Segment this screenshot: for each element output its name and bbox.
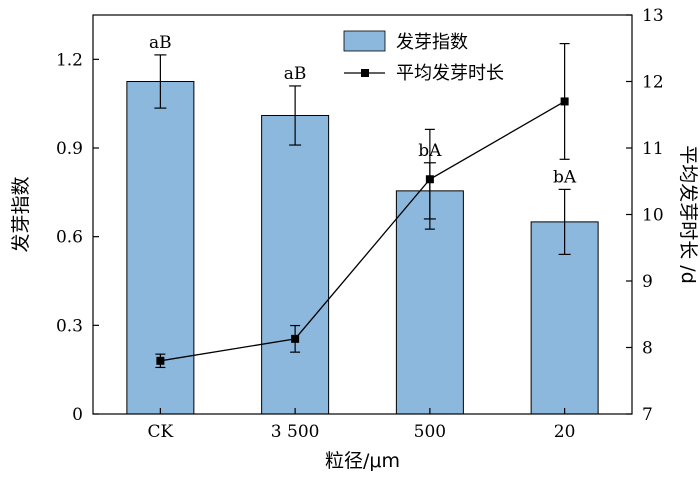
bar-error-1 bbox=[289, 85, 302, 146]
legend-bar-label: 发芽指数 bbox=[396, 32, 468, 53]
y-right-tick-label-4: 11 bbox=[642, 139, 664, 159]
bars-layer bbox=[126, 81, 599, 415]
bar-error-bars bbox=[154, 54, 571, 255]
significance-annotations: aB aB bA bA bbox=[149, 33, 577, 187]
y-right-tick-label-3: 10 bbox=[642, 206, 664, 226]
line-series-path bbox=[160, 100, 565, 362]
line-point-1 bbox=[291, 334, 300, 343]
y-right-tick-label-2: 9 bbox=[642, 272, 653, 292]
x-tick-label-0: CK bbox=[148, 422, 174, 442]
bar-1 bbox=[261, 114, 330, 415]
line-series-layer bbox=[155, 42, 570, 369]
y-right-tick-label-0: 7 bbox=[642, 405, 653, 425]
axes-layer: 0 0.3 0.6 0.9 1.2 7 8 9 10 11 12 13 CK 3 500 500 20 bbox=[56, 6, 664, 442]
x-axis-title: 粒径/μm bbox=[325, 450, 400, 472]
x-tick-label-3: 20 bbox=[554, 422, 576, 442]
line-point-3 bbox=[560, 97, 569, 106]
y-left-tick-label-4: 1.2 bbox=[56, 50, 83, 70]
line-point-0 bbox=[156, 356, 165, 365]
x-tick-label-2: 500 bbox=[414, 422, 446, 442]
y-right-tick-label-1: 8 bbox=[642, 339, 653, 359]
legend: 发芽指数 平均发芽时长 bbox=[343, 30, 504, 84]
significance-label-0: aB bbox=[149, 33, 172, 53]
y-left-tick-label-0: 0 bbox=[72, 405, 83, 425]
line-point-2 bbox=[425, 175, 434, 184]
legend-line-marker bbox=[361, 69, 369, 77]
significance-label-3: bA bbox=[553, 167, 577, 187]
significance-label-1: aB bbox=[284, 64, 307, 84]
bar-error-0 bbox=[154, 54, 167, 109]
bar-error-3 bbox=[558, 188, 571, 255]
y-axis-left-title: 发芽指数 bbox=[10, 176, 32, 252]
legend-bar-swatch bbox=[343, 30, 386, 52]
y-left-tick-label-1: 0.3 bbox=[56, 316, 83, 336]
legend-line-label: 平均发芽时长 bbox=[396, 63, 504, 84]
y-right-tick-label-5: 12 bbox=[642, 73, 664, 93]
y-right-tick-label-6: 13 bbox=[642, 6, 664, 26]
x-tick-label-1: 3 500 bbox=[271, 422, 320, 442]
y-left-tick-label-3: 0.9 bbox=[56, 139, 83, 159]
y-left-tick-label-2: 0.6 bbox=[56, 228, 83, 248]
y-axis-right-title: 平均发芽时长 /d bbox=[677, 145, 699, 284]
significance-label-2: bA bbox=[418, 141, 442, 161]
